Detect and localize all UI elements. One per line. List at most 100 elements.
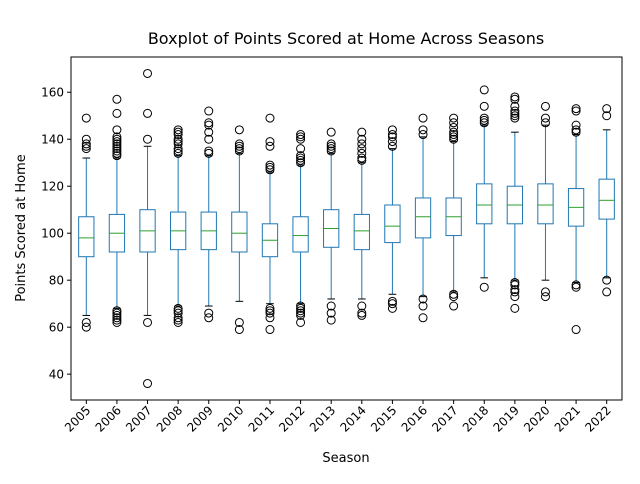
y-axis-label: Points Scored at Home — [14, 154, 29, 302]
outlier-point — [204, 308, 214, 318]
outlier-point — [234, 144, 244, 154]
outlier-point — [296, 303, 306, 313]
outlier-point — [296, 151, 306, 161]
outlier-point — [81, 113, 91, 123]
outlier-point — [265, 137, 275, 147]
outlier-point — [510, 108, 520, 118]
outlier-point — [602, 275, 612, 285]
outlier-point — [479, 115, 489, 125]
outlier-point — [449, 132, 459, 142]
outlier-point — [418, 313, 428, 323]
outlier-point — [418, 125, 428, 135]
outlier-point — [81, 139, 91, 149]
outlier-point — [357, 301, 367, 311]
plot-frame — [70, 56, 623, 401]
outlier-point — [449, 118, 459, 128]
x-tick-label: 2019 — [490, 403, 521, 434]
outlier-point — [387, 137, 397, 147]
outlier-point — [143, 379, 153, 389]
outlier-point — [173, 125, 183, 135]
outlier-point — [265, 160, 275, 170]
outlier-point — [357, 148, 367, 158]
box-2019 — [506, 92, 524, 313]
outlier-point — [571, 280, 581, 290]
x-tick-label: 2013 — [307, 403, 338, 434]
box-iqr — [292, 216, 309, 253]
x-tick-label: 2022 — [582, 403, 613, 434]
outlier-point — [326, 141, 336, 151]
outlier-point — [143, 317, 153, 327]
outlier-point — [173, 144, 183, 154]
y-tick-label: 100 — [41, 227, 64, 241]
outlier-point — [296, 155, 306, 165]
outlier-point — [296, 153, 306, 163]
outlier-point — [112, 137, 122, 147]
outlier-point — [173, 146, 183, 156]
outlier-point — [173, 308, 183, 318]
outlier-point — [510, 106, 520, 116]
x-tick-label: 2017 — [429, 403, 460, 434]
outlier-point — [387, 132, 397, 142]
outlier-point — [81, 144, 91, 154]
outlier-point — [510, 292, 520, 302]
outlier-point — [571, 106, 581, 116]
x-tick-label: 2020 — [521, 403, 552, 434]
box-2015 — [384, 125, 401, 313]
outlier-point — [112, 139, 122, 149]
box-2008 — [169, 125, 187, 327]
outlier-point — [571, 104, 581, 114]
box-iqr — [476, 183, 493, 225]
outlier-point — [296, 130, 306, 140]
outlier-point — [173, 306, 183, 316]
outlier-point — [265, 303, 275, 313]
outlier-point — [112, 317, 122, 327]
x-tick-label: 2009 — [184, 403, 215, 434]
outlier-point — [571, 282, 581, 292]
outlier-point — [265, 325, 275, 335]
outlier-point — [418, 294, 428, 304]
outlier-point — [510, 303, 520, 313]
outlier-point — [296, 308, 306, 318]
outlier-point — [326, 315, 336, 325]
x-tick-label: 2006 — [93, 403, 124, 434]
outlier-point — [204, 118, 214, 128]
outlier-point — [234, 325, 244, 335]
outlier-point — [173, 127, 183, 137]
outlier-point — [602, 287, 612, 297]
x-tick-label: 2012 — [276, 403, 307, 434]
box-iqr — [384, 204, 401, 244]
outlier-point — [326, 308, 336, 318]
x-tick-label: 2010 — [215, 403, 246, 434]
outlier-point — [204, 313, 214, 323]
outlier-point — [234, 139, 244, 149]
outlier-point — [479, 85, 489, 95]
box-2007 — [139, 68, 156, 389]
outlier-point — [265, 165, 275, 175]
box-2006 — [108, 94, 126, 327]
outlier-point — [112, 125, 122, 135]
box-2022 — [598, 104, 615, 297]
outlier-point — [81, 317, 91, 327]
box-iqr — [537, 183, 554, 225]
outlier-point — [449, 130, 459, 140]
outlier-point — [571, 125, 581, 135]
y-tick-label: 120 — [41, 180, 64, 194]
outlier-point — [143, 108, 153, 118]
outlier-point — [571, 127, 581, 137]
outlier-point — [326, 139, 336, 149]
outlier-point — [173, 134, 183, 144]
outlier-point — [510, 285, 520, 295]
outlier-point — [112, 108, 122, 118]
outlier-point — [357, 310, 367, 320]
outlier-point — [449, 301, 459, 311]
x-tick-label: 2014 — [337, 403, 368, 434]
outlier-point — [479, 118, 489, 128]
chart-title: Boxplot of Points Scored at Home Across … — [148, 29, 544, 48]
outlier-point — [112, 315, 122, 325]
box-iqr — [78, 216, 95, 258]
x-tick-label: 2007 — [123, 403, 154, 434]
outlier-point — [173, 130, 183, 140]
box-2013 — [323, 127, 340, 325]
